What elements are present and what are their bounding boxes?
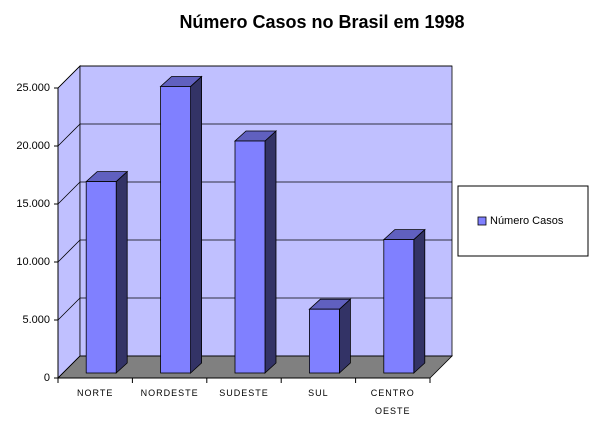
y-tick-label: 15.000 <box>16 198 50 210</box>
bar <box>308 308 340 374</box>
bar-side <box>264 130 277 374</box>
bar-side <box>115 170 128 374</box>
x-tick-label: CENTRO OESTE <box>370 388 415 416</box>
bar <box>85 181 117 374</box>
y-tick-label: 5.000 <box>22 314 50 326</box>
bar <box>160 86 192 374</box>
grid-line <box>57 297 81 321</box>
bar-side <box>338 298 351 374</box>
grid-line <box>57 65 81 89</box>
x-tick-label: SUDESTE <box>219 388 269 398</box>
y-tick-label: 0 <box>44 372 50 384</box>
grid-line <box>57 181 81 205</box>
x-tick-label: NORDESTE <box>140 388 199 398</box>
side-wall <box>57 65 81 379</box>
bar-side <box>413 228 426 374</box>
bar-side <box>190 75 203 374</box>
grid-line <box>57 355 81 379</box>
x-tick-label: NORTE <box>77 388 114 398</box>
legend-label: Número Casos <box>490 215 564 227</box>
legend-swatch <box>477 216 487 226</box>
grid-line <box>57 123 81 147</box>
y-tick-label: 25.000 <box>16 82 50 94</box>
x-tick-label: SUL <box>308 388 329 398</box>
bar <box>383 239 415 374</box>
bar <box>234 140 266 374</box>
y-tick-label: 10.000 <box>16 256 50 268</box>
chart-title: Número Casos no Brasil em 1998 <box>179 12 464 32</box>
grid-line <box>57 239 81 263</box>
y-tick-label: 20.000 <box>16 140 50 152</box>
